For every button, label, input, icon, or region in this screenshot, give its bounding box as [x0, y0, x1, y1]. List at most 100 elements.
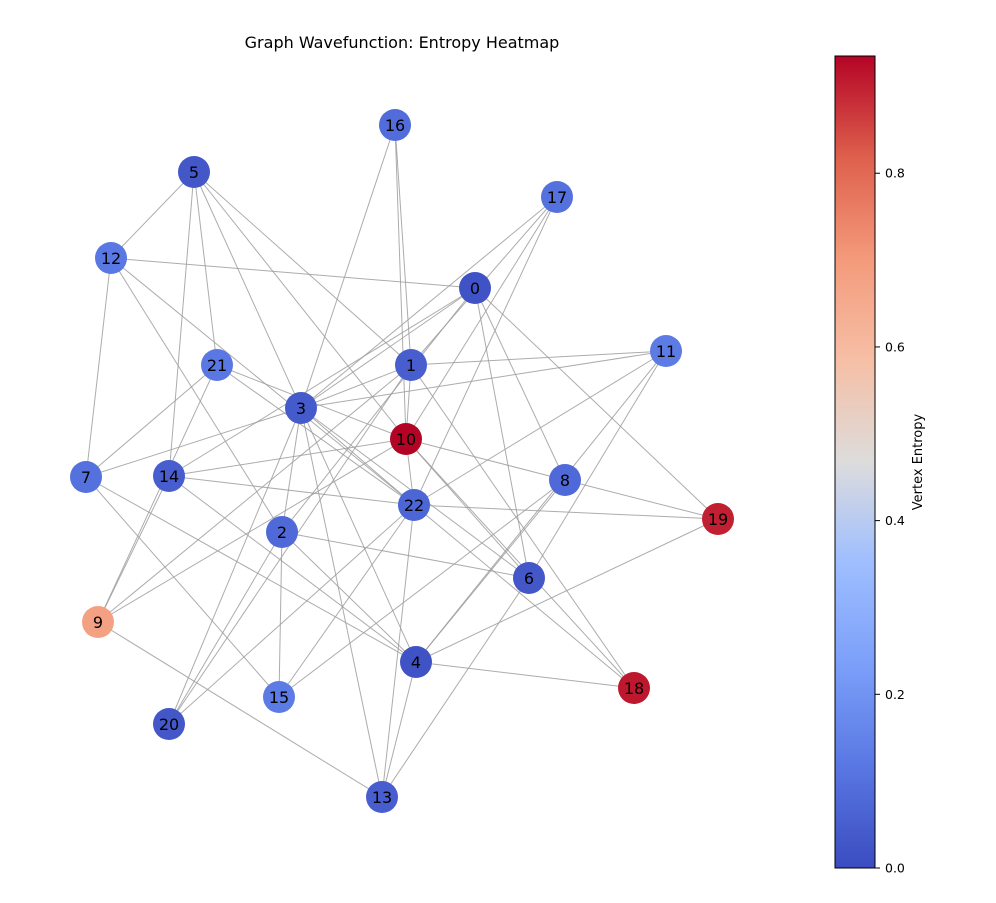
edge-3-2 [281, 407, 302, 533]
edge-3-20 [168, 407, 302, 725]
node-5: 5 [178, 156, 210, 188]
node-20-label: 20 [159, 715, 179, 734]
edge-17-22 [413, 196, 558, 506]
edge-5-3 [193, 171, 302, 409]
node-19-circle [702, 503, 734, 535]
node-6: 6 [513, 562, 545, 594]
node-5-circle [178, 156, 210, 188]
edge-3-7 [85, 407, 302, 478]
node-7-label: 7 [81, 468, 91, 487]
node-19: 19 [702, 503, 734, 535]
node-15-circle [263, 681, 295, 713]
node-13: 13 [366, 781, 398, 813]
node-2-circle [266, 516, 298, 548]
node-0-label: 0 [470, 279, 480, 298]
colorbar: 0.0 0.2 0.4 0.6 0.8 Vertex Entropy [834, 55, 926, 876]
node-15: 15 [263, 681, 295, 713]
edge-2-6 [281, 531, 530, 579]
node-9-label: 9 [93, 613, 103, 632]
edge-17-3 [300, 196, 558, 409]
colorbar-tick-label-2: 0.4 [885, 513, 905, 528]
edge-19-4 [415, 518, 719, 663]
node-8-label: 8 [560, 471, 570, 490]
node-11: 11 [650, 335, 682, 367]
edge-10-9 [97, 438, 407, 623]
edge-11-4 [415, 350, 667, 663]
node-2-label: 2 [277, 523, 287, 542]
node-15-label: 15 [269, 688, 289, 707]
node-16-label: 16 [385, 116, 405, 135]
node-9-circle [82, 606, 114, 638]
edge-5-1 [193, 171, 412, 366]
node-3: 3 [285, 392, 317, 424]
colorbar-tick-label-0: 0.0 [885, 861, 905, 876]
colorbar-tick-label-3: 0.6 [885, 339, 905, 354]
node-19-label: 19 [708, 510, 728, 529]
node-22-label: 22 [404, 496, 424, 515]
edge-3-13 [300, 407, 383, 798]
edge-4-18 [415, 661, 635, 689]
node-17-label: 17 [547, 188, 567, 207]
node-4: 4 [400, 646, 432, 678]
edge-9-13 [97, 621, 383, 798]
node-22: 22 [398, 489, 430, 521]
edge-0-6 [474, 287, 530, 579]
node-21-label: 21 [207, 356, 227, 375]
node-1: 1 [395, 349, 427, 381]
edge-0-3 [300, 287, 476, 409]
edge-14-4 [168, 475, 417, 663]
edge-5-14 [168, 171, 195, 477]
node-3-circle [285, 392, 317, 424]
node-0-circle [459, 272, 491, 304]
node-17-circle [541, 181, 573, 213]
edge-8-15 [278, 479, 566, 698]
node-10-circle [390, 423, 422, 455]
edge-10-14 [168, 438, 407, 477]
node-12-label: 12 [101, 249, 121, 268]
edge-2-20 [168, 531, 283, 725]
edge-12-7 [85, 257, 112, 478]
edge-8-19 [564, 479, 719, 520]
node-8: 8 [549, 464, 581, 496]
edge-22-18 [413, 504, 635, 689]
node-14: 14 [153, 460, 185, 492]
node-16: 16 [379, 109, 411, 141]
node-18-label: 18 [624, 679, 644, 698]
node-16-circle [379, 109, 411, 141]
node-17: 17 [541, 181, 573, 213]
edge-16-10 [394, 124, 407, 440]
edge-0-14 [168, 287, 476, 477]
edge-22-13 [381, 504, 415, 798]
node-18-circle [618, 672, 650, 704]
edge-17-10 [405, 196, 558, 440]
node-18: 18 [618, 672, 650, 704]
edge-16-1 [394, 124, 412, 366]
node-6-circle [513, 562, 545, 594]
colorbar-tick-label-1: 0.2 [885, 687, 905, 702]
node-8-circle [549, 464, 581, 496]
edge-22-19 [413, 504, 719, 520]
node-11-label: 11 [656, 342, 676, 361]
edge-10-18 [405, 438, 635, 689]
edge-16-3 [300, 124, 396, 409]
edge-12-2 [110, 257, 283, 533]
node-5-label: 5 [189, 163, 199, 182]
colorbar-tick-label-4: 0.8 [885, 166, 905, 181]
edge-1-9 [97, 364, 412, 623]
node-12: 12 [95, 242, 127, 274]
edge-11-22 [413, 350, 667, 506]
node-1-circle [395, 349, 427, 381]
node-12-circle [95, 242, 127, 274]
node-7: 7 [70, 461, 102, 493]
edge-21-22 [216, 364, 415, 506]
edge-layer [85, 124, 719, 798]
edge-3-22 [300, 407, 415, 506]
node-13-circle [366, 781, 398, 813]
node-10-label: 10 [396, 430, 416, 449]
edge-0-2 [281, 287, 476, 533]
node-13-label: 13 [372, 788, 392, 807]
edge-3-4 [300, 407, 417, 663]
edge-5-12 [110, 171, 195, 259]
edge-11-3 [300, 350, 667, 409]
